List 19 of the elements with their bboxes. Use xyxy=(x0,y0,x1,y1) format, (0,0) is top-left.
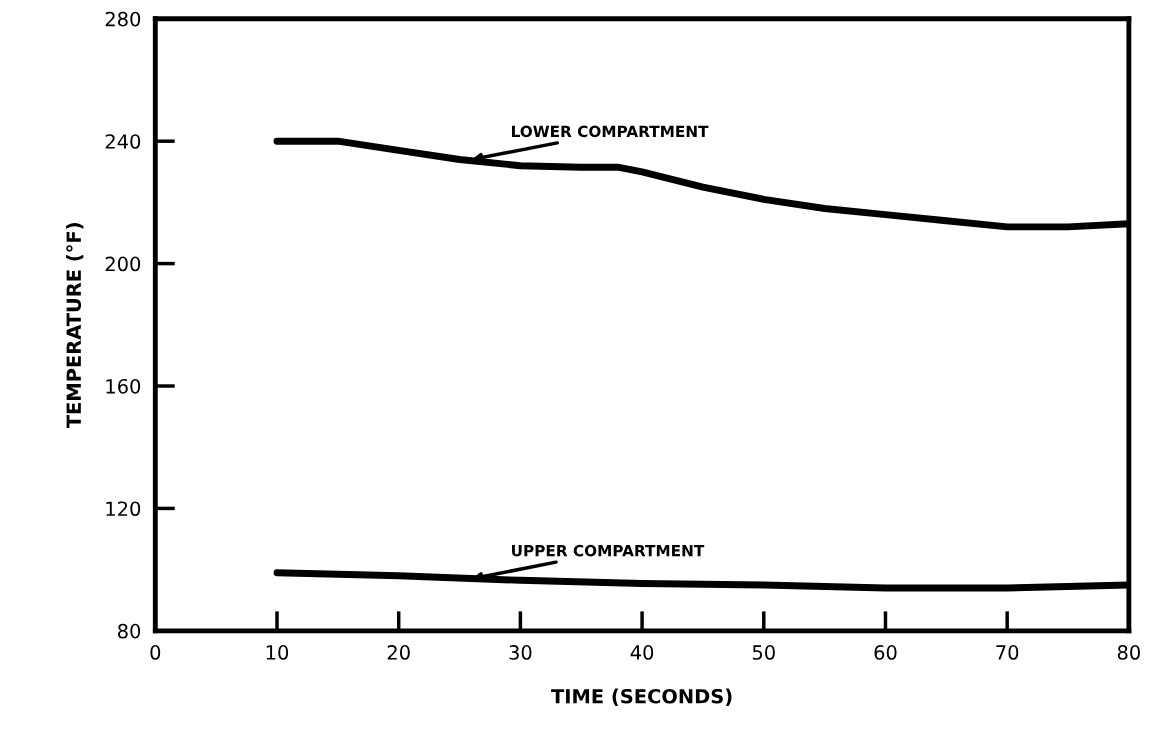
y-tick-label: 160 xyxy=(106,378,141,394)
x-tick-label: 40 xyxy=(630,645,654,660)
x-tick-label: 70 xyxy=(996,645,1019,660)
y-tick-label: 280 xyxy=(105,11,141,27)
x-tick-label: 50 xyxy=(752,645,775,660)
y-tick-label: 120 xyxy=(106,501,141,517)
x-tick-label: 30 xyxy=(509,645,532,660)
y-tick-label: 80 xyxy=(117,623,141,639)
y-tick-label: 240 xyxy=(105,134,141,149)
y-tick-label: 200 xyxy=(105,256,141,272)
y-axis-title: TEMPERATURE (°F) xyxy=(66,223,84,429)
x-tick-label: 20 xyxy=(387,645,410,660)
x-tick-label: 0 xyxy=(150,645,161,660)
annotation: LOWER COMPARTMENT xyxy=(512,125,709,138)
x-axis-title: TIME (SECONDS) xyxy=(551,688,732,706)
x-tick-label: 60 xyxy=(874,645,897,660)
x-tick-label: 10 xyxy=(266,645,289,660)
x-tick-label: 80 xyxy=(1117,645,1140,660)
annotation: UPPER COMPARTMENT xyxy=(512,544,705,557)
